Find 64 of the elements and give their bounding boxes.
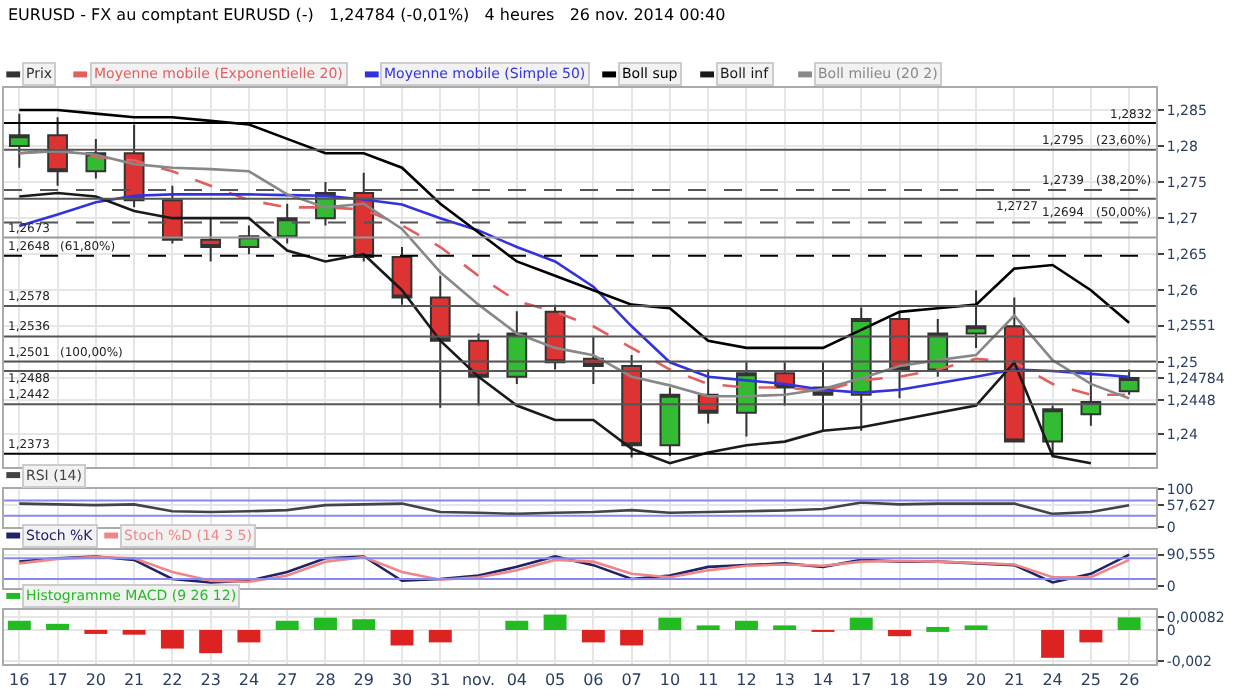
bar <box>390 630 414 646</box>
x-tick-label: 22 <box>162 671 183 690</box>
x-tick-label: 20 <box>85 671 107 690</box>
bar <box>773 625 797 631</box>
bar <box>696 625 720 631</box>
x-tick-label: 18 <box>889 671 910 690</box>
x-tick-label: 13 <box>774 671 795 690</box>
x-tick-label: 05 <box>544 671 566 690</box>
bar <box>1079 630 1103 643</box>
bar <box>199 630 223 654</box>
bar <box>658 617 682 631</box>
bar <box>313 617 337 631</box>
x-tick-label: 12 <box>736 671 757 690</box>
candlestick <box>47 116 68 187</box>
x-tick-label: 04 <box>506 671 528 690</box>
x-tick-label: 24 <box>1042 671 1063 690</box>
x-tick-label: 26 <box>1118 671 1140 690</box>
x-tick-label: 17 <box>47 671 68 690</box>
bar <box>1041 630 1065 658</box>
bar <box>926 626 950 632</box>
chart-title: EURUSD - FX au comptant EURUSD (-) 1,24784 (-0,01%) 4 heures 26 nov. 2014 00:40 <box>8 6 726 24</box>
candlestick <box>621 354 642 459</box>
x-tick-label: 29 <box>353 671 374 690</box>
x-tick-label: 30 <box>391 671 413 690</box>
x-tick-label: 28 <box>315 671 336 690</box>
x-tick-label: 23 <box>200 671 221 690</box>
bar <box>160 630 184 649</box>
x-tick-label: 21 <box>123 671 145 690</box>
x-tick-label: 31 <box>430 671 451 690</box>
x-tick-label: 10 <box>659 671 681 690</box>
candlestick <box>659 386 681 458</box>
bar <box>428 630 452 643</box>
bar <box>1117 617 1141 631</box>
bar <box>581 630 605 643</box>
x-tick-label: 06 <box>583 671 604 690</box>
bar <box>734 620 758 631</box>
x-tick-label: 16 <box>9 671 30 690</box>
bar <box>46 623 70 631</box>
x-tick-label: 24 <box>238 671 260 690</box>
x-tick-label: 11 <box>697 671 719 690</box>
bar <box>620 630 644 646</box>
candlestick <box>276 202 298 245</box>
x-tick-label: nov. <box>461 671 496 690</box>
x-tick-label: 19 <box>927 671 948 690</box>
candlestick <box>965 289 987 349</box>
bar <box>543 614 567 631</box>
candlestick <box>200 217 222 263</box>
bar <box>888 630 911 637</box>
bar <box>275 620 299 631</box>
bar <box>352 619 376 631</box>
candlestick <box>8 112 30 169</box>
x-tick-label: 27 <box>277 671 298 690</box>
x-tick-label: 20 <box>965 671 987 690</box>
bar <box>964 625 988 631</box>
x-tick-label: 07 <box>621 671 642 690</box>
x-tick-label: 17 <box>851 671 872 690</box>
bar <box>849 617 873 631</box>
x-tick-label: 25 <box>1080 671 1102 690</box>
x-tick-label: 14 <box>812 671 834 690</box>
x-tick-label: 21 <box>1004 671 1025 690</box>
bar <box>505 620 529 631</box>
bar <box>7 620 31 631</box>
bar <box>237 630 261 643</box>
candlestick <box>1042 404 1063 455</box>
